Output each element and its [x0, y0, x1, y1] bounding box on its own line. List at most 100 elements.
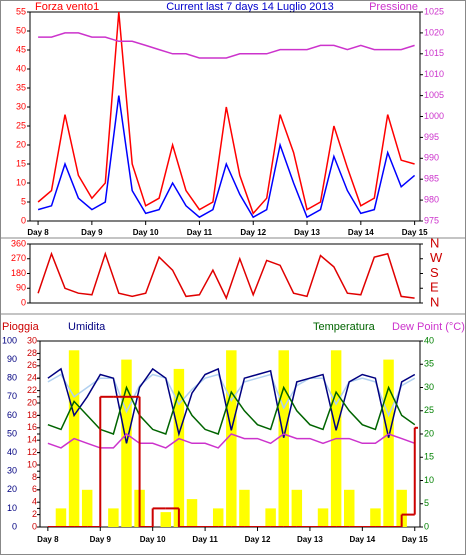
series-line [37, 251, 415, 301]
bar [186, 499, 198, 527]
bar [239, 489, 250, 527]
y-tick-label: 14 [27, 435, 37, 445]
y-tick-label: 180 [11, 268, 26, 278]
x-tick-label: Day 8 [37, 535, 59, 544]
y-tick-label: 0 [32, 521, 37, 531]
y-tick-label: 360 [11, 238, 26, 248]
y-tick-label: 0 [424, 521, 429, 531]
y-tick-label: E [430, 280, 439, 295]
y-tick-label: 0 [21, 297, 26, 307]
legend-entry: Dew Point (°C) [392, 321, 465, 333]
x-tick-label: Day 9 [81, 228, 103, 237]
series-line [37, 95, 416, 219]
x-tick-label: Day 8 [27, 228, 49, 237]
y-tick-label: 50 [7, 428, 17, 438]
y-tick-label: 40 [424, 335, 434, 345]
y-tick-label: 980 [424, 194, 439, 204]
y-tick-label: 35 [424, 359, 434, 369]
x-tick-label: Day 13 [297, 535, 323, 544]
x-tick-label: Day 12 [245, 535, 271, 544]
y-tick-label: 80 [7, 373, 17, 383]
bar [212, 508, 224, 527]
y-tick-label: 40 [7, 447, 17, 457]
y-tick-label: 8 [32, 472, 37, 482]
y-tick-label: 28 [27, 348, 37, 358]
y-tick-label: 1010 [424, 69, 444, 79]
bar [291, 489, 303, 527]
y-tick-label: 20 [424, 428, 434, 438]
y-tick-label: 10 [7, 503, 17, 513]
y-tick-label: 35 [16, 82, 26, 92]
y-tick-label: 10 [27, 459, 37, 469]
y-tick-label: 1000 [424, 111, 444, 121]
y-tick-label: 1020 [424, 27, 444, 37]
y-tick-label: 4 [32, 497, 37, 507]
y-tick-label: 20 [27, 397, 37, 407]
y-tick-label: 90 [7, 354, 17, 364]
x-tick-label: Day 14 [349, 535, 375, 544]
series-line [47, 433, 416, 449]
y-tick-label: 15 [424, 452, 434, 462]
y-tick-label: 25 [16, 120, 26, 130]
bar [108, 508, 119, 527]
y-tick-label: 90 [16, 283, 26, 293]
y-tick-label: 990 [424, 153, 439, 163]
y-tick-label: 16 [27, 422, 37, 432]
legend-entry: Pressione [369, 1, 418, 13]
y-tick-label: 55 [16, 6, 26, 16]
y-tick-label: W [430, 250, 443, 265]
series-line [47, 373, 416, 418]
y-tick-label: 10 [16, 177, 26, 187]
x-tick-label: Day 15 [402, 535, 428, 544]
y-tick-label: 12 [27, 447, 37, 457]
y-tick-label: 20 [16, 139, 26, 149]
bar [81, 489, 93, 527]
y-tick-label: 30 [7, 466, 17, 476]
y-tick-label: 26 [27, 360, 37, 370]
y-tick-label: 30 [27, 335, 37, 345]
y-tick-label: 0 [21, 215, 26, 225]
x-tick-label: Day 15 [402, 228, 428, 237]
y-tick-label: 40 [16, 63, 26, 73]
bar [278, 350, 289, 527]
x-tick-label: Day 11 [192, 535, 218, 544]
y-tick-label: 60 [7, 410, 17, 420]
y-tick-label: 24 [27, 373, 37, 383]
y-tick-label: 20 [7, 484, 17, 494]
y-tick-label: 45 [16, 44, 26, 54]
y-tick-label: 30 [424, 382, 434, 392]
y-tick-label: 22 [27, 385, 37, 395]
bar [265, 508, 276, 527]
y-tick-label: 70 [7, 391, 17, 401]
bar [160, 512, 172, 527]
series-line [37, 12, 415, 215]
x-tick-label: Day 12 [240, 228, 266, 237]
bar [370, 508, 381, 527]
bar [226, 350, 237, 527]
y-tick-label: 5 [21, 196, 26, 206]
y-tick-label: 975 [424, 215, 439, 225]
y-tick-label: 0 [12, 521, 17, 531]
plot-area [29, 243, 421, 304]
x-tick-label: Day 11 [187, 228, 213, 237]
bar [173, 368, 185, 527]
x-tick-label: Day 14 [348, 228, 374, 237]
y-tick-label: N [430, 235, 439, 250]
y-tick-label: 1005 [424, 90, 444, 100]
legend-entry: Umidita [68, 321, 106, 333]
series-line [38, 32, 415, 59]
x-tick-label: Day 10 [133, 228, 159, 237]
y-tick-label: 2 [32, 509, 37, 519]
series-line [47, 385, 416, 435]
bar [396, 489, 407, 527]
y-tick-label: 270 [11, 253, 26, 263]
y-tick-label: 100 [2, 335, 17, 345]
y-tick-label: 1015 [424, 48, 444, 58]
bar [383, 359, 394, 527]
chart-title: Current last 7 days 14 Luglio 2013 [166, 1, 334, 13]
y-tick-label: 995 [424, 132, 439, 142]
y-tick-label: 25 [424, 405, 434, 415]
legend-entry: Temperatura [313, 321, 376, 333]
bar [317, 508, 329, 527]
